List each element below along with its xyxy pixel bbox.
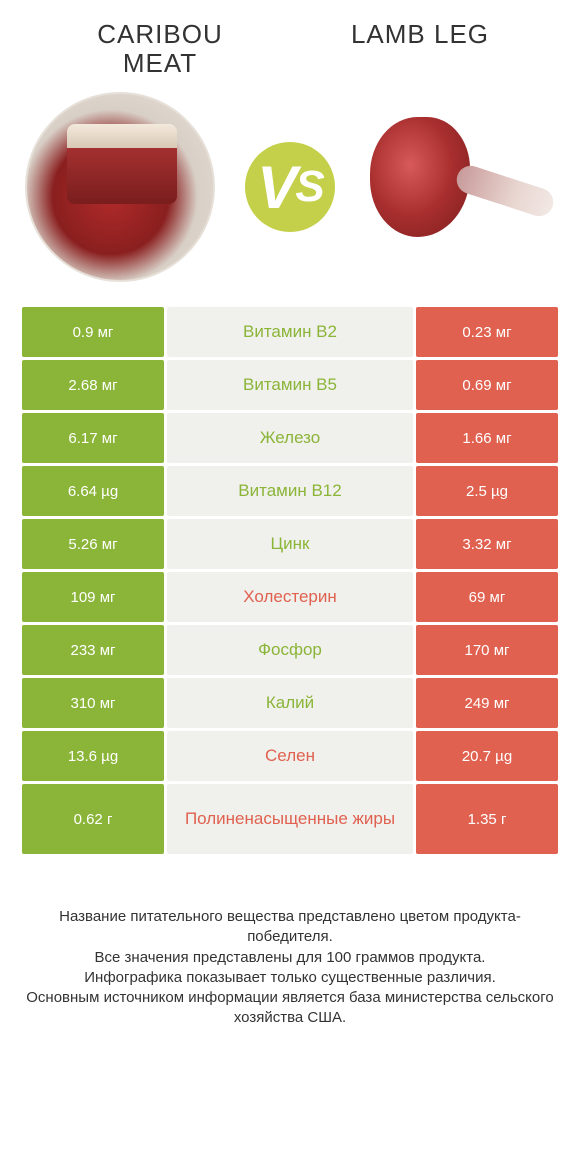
left-value-cell: 233 мг <box>22 625 164 675</box>
header: CARIBOU MEAT LAMB LEG <box>0 0 580 87</box>
right-value-cell: 0.23 мг <box>416 307 558 357</box>
right-value-cell: 3.32 мг <box>416 519 558 569</box>
nutrient-label-cell: Калий <box>167 678 413 728</box>
right-value-cell: 1.66 мг <box>416 413 558 463</box>
left-product-title: CARIBOU MEAT <box>30 20 290 77</box>
left-product-image <box>20 87 220 287</box>
right-product-title: LAMB LEG <box>290 20 550 49</box>
table-row: 109 мгХолестерин69 мг <box>22 572 558 622</box>
vs-s: S <box>295 162 322 212</box>
table-row: 233 мгФосфор170 мг <box>22 625 558 675</box>
nutrient-label-cell: Полиненасыщенные жиры <box>167 784 413 854</box>
infographic-container: CARIBOU MEAT LAMB LEG VS 0.9 мгВитамин B… <box>0 0 580 1059</box>
right-value-cell: 170 мг <box>416 625 558 675</box>
nutrient-label-cell: Цинк <box>167 519 413 569</box>
vs-v: V <box>257 153 295 222</box>
images-row: VS <box>0 87 580 307</box>
left-value-cell: 0.9 мг <box>22 307 164 357</box>
right-product-image <box>360 87 560 287</box>
left-value-cell: 6.64 µg <box>22 466 164 516</box>
right-value-cell: 0.69 мг <box>416 360 558 410</box>
nutrient-label-cell: Витамин B12 <box>167 466 413 516</box>
nutrient-label-cell: Фосфор <box>167 625 413 675</box>
table-row: 6.17 мгЖелезо1.66 мг <box>22 413 558 463</box>
comparison-table: 0.9 мгВитамин B20.23 мг2.68 мгВитамин B5… <box>22 307 558 854</box>
right-value-cell: 1.35 г <box>416 784 558 854</box>
right-value-cell: 2.5 µg <box>416 466 558 516</box>
left-value-cell: 310 мг <box>22 678 164 728</box>
footer-line: Название питательного вещества представл… <box>20 907 560 948</box>
table-row: 5.26 мгЦинк3.32 мг <box>22 519 558 569</box>
right-value-cell: 249 мг <box>416 678 558 728</box>
nutrient-label-cell: Холестерин <box>167 572 413 622</box>
left-value-cell: 0.62 г <box>22 784 164 854</box>
nutrient-label-cell: Витамин B2 <box>167 307 413 357</box>
left-value-cell: 13.6 µg <box>22 731 164 781</box>
nutrient-label-cell: Селен <box>167 731 413 781</box>
left-value-cell: 6.17 мг <box>22 413 164 463</box>
table-row: 0.9 мгВитамин B20.23 мг <box>22 307 558 357</box>
lamb-leg-illustration <box>370 107 550 267</box>
footer-line: Основным источником информации является … <box>20 988 560 1029</box>
footer-notes: Название питательного вещества представл… <box>0 857 580 1059</box>
footer-line: Инфографика показывает только существенн… <box>20 968 560 988</box>
footer-line: Все значения представлены для 100 граммо… <box>20 948 560 968</box>
table-row: 6.64 µgВитамин B122.5 µg <box>22 466 558 516</box>
left-value-cell: 2.68 мг <box>22 360 164 410</box>
nutrient-label-cell: Железо <box>167 413 413 463</box>
vs-badge: VS <box>245 142 335 232</box>
caribou-meat-illustration <box>25 92 215 282</box>
left-value-cell: 5.26 мг <box>22 519 164 569</box>
right-value-cell: 69 мг <box>416 572 558 622</box>
table-row: 310 мгКалий249 мг <box>22 678 558 728</box>
nutrient-label-cell: Витамин B5 <box>167 360 413 410</box>
left-value-cell: 109 мг <box>22 572 164 622</box>
table-row: 13.6 µgСелен20.7 µg <box>22 731 558 781</box>
right-value-cell: 20.7 µg <box>416 731 558 781</box>
table-row: 0.62 гПолиненасыщенные жиры1.35 г <box>22 784 558 854</box>
table-row: 2.68 мгВитамин B50.69 мг <box>22 360 558 410</box>
